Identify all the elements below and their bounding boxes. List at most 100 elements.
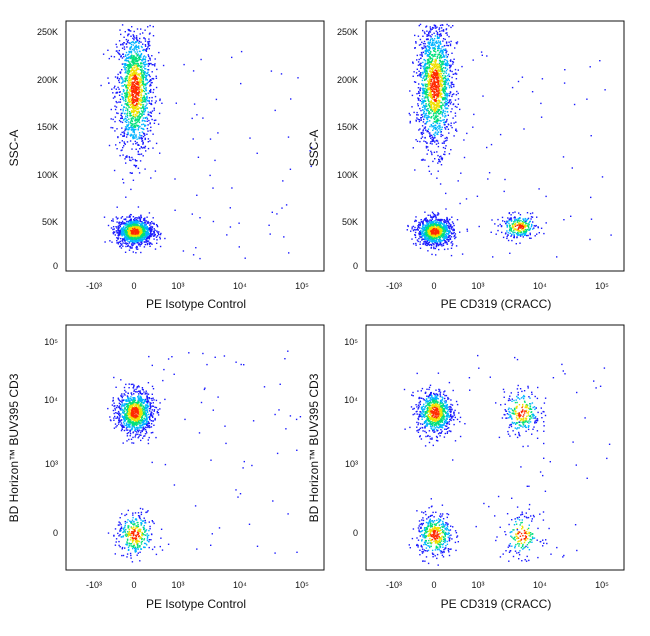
- event-point: [450, 86, 453, 89]
- event-point: [439, 223, 441, 226]
- event-point: [125, 196, 127, 198]
- event-point: [119, 230, 121, 232]
- event-point: [422, 112, 425, 115]
- event-point: [129, 223, 132, 225]
- event-point: [452, 243, 454, 245]
- event-point: [140, 88, 142, 90]
- event-point: [425, 69, 427, 71]
- event-point: [439, 80, 441, 83]
- event-point: [150, 126, 152, 128]
- event-point: [442, 234, 444, 236]
- event-point: [421, 53, 423, 55]
- event-point: [138, 81, 140, 83]
- y-tick-label: 0: [53, 261, 58, 271]
- event-point: [433, 66, 435, 68]
- event-point: [135, 70, 137, 72]
- event-point: [450, 124, 452, 127]
- event-point: [135, 239, 137, 242]
- event-point: [425, 230, 427, 233]
- event-point: [148, 235, 150, 238]
- event-point: [135, 142, 137, 145]
- event-point: [133, 237, 135, 239]
- event-point: [432, 72, 435, 74]
- event-point: [119, 225, 121, 228]
- event-point: [419, 87, 421, 89]
- event-point: [430, 75, 433, 77]
- event-point: [147, 41, 149, 43]
- event-point: [432, 140, 435, 142]
- event-point: [147, 62, 150, 65]
- event-point: [145, 241, 147, 243]
- event-point: [136, 60, 138, 62]
- event-point: [132, 74, 134, 76]
- event-point: [447, 83, 449, 86]
- event-point: [441, 77, 443, 79]
- event-point: [141, 84, 143, 86]
- event-point: [437, 100, 439, 102]
- event-point: [440, 155, 442, 157]
- event-point: [414, 169, 416, 171]
- event-point: [132, 41, 135, 44]
- event-point: [427, 104, 430, 106]
- event-point: [139, 99, 142, 101]
- event-point: [122, 182, 125, 184]
- event-point: [133, 72, 135, 74]
- event-point: [424, 123, 426, 125]
- event-point: [454, 105, 457, 108]
- event-point: [141, 235, 144, 237]
- event-point: [121, 140, 123, 142]
- event-point: [142, 143, 144, 145]
- event-point: [131, 230, 133, 232]
- event-point: [130, 243, 133, 245]
- event-point: [146, 235, 148, 237]
- event-point: [444, 240, 446, 242]
- event-point: [441, 51, 444, 54]
- event-point: [145, 89, 147, 91]
- event-point: [422, 121, 425, 123]
- event-point: [136, 217, 139, 219]
- event-point: [421, 131, 423, 134]
- event-point: [433, 80, 436, 82]
- event-point: [419, 89, 421, 92]
- event-point: [431, 68, 433, 70]
- event-point: [133, 71, 135, 73]
- event-point: [424, 83, 426, 85]
- event-point: [415, 42, 417, 44]
- event-point: [420, 219, 422, 221]
- event-point: [132, 60, 134, 62]
- event-point: [439, 218, 441, 221]
- event-point: [130, 230, 132, 232]
- event-point: [428, 47, 431, 50]
- event-point: [430, 68, 432, 70]
- event-point: [420, 233, 423, 235]
- event-point: [448, 79, 450, 82]
- event-point: [142, 70, 144, 72]
- event-point: [438, 47, 441, 50]
- event-point: [128, 42, 131, 44]
- event-point: [130, 55, 132, 57]
- event-point: [434, 35, 437, 37]
- event-point: [439, 54, 442, 57]
- event-point: [131, 94, 133, 96]
- event-point: [420, 67, 422, 69]
- event-point: [423, 110, 425, 113]
- event-point: [430, 152, 433, 154]
- event-point: [459, 108, 461, 111]
- event-point: [145, 93, 148, 95]
- event-point: [138, 87, 140, 89]
- event-point: [134, 90, 136, 92]
- event-point: [136, 86, 138, 88]
- event-point: [130, 98, 132, 100]
- event-point: [429, 214, 431, 216]
- event-point: [118, 226, 120, 229]
- event-point: [425, 86, 427, 88]
- event-point: [427, 115, 429, 117]
- event-point: [435, 237, 437, 240]
- event-point: [441, 51, 444, 53]
- event-point: [143, 70, 145, 73]
- event-point: [428, 46, 431, 48]
- event-point: [144, 145, 147, 148]
- event-point: [429, 39, 431, 42]
- event-point: [145, 234, 148, 236]
- event-point: [128, 128, 130, 130]
